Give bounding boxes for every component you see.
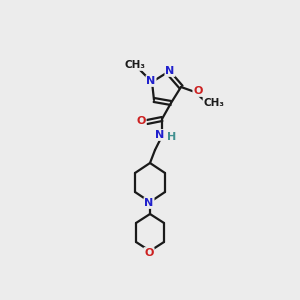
Text: CH₃: CH₃ [203, 98, 224, 108]
Text: N: N [165, 66, 175, 76]
Text: O: O [193, 86, 203, 96]
Text: H: H [167, 132, 177, 142]
Text: O: O [144, 248, 154, 258]
Text: N: N [155, 130, 165, 140]
Text: N: N [146, 76, 156, 86]
Text: CH₃: CH₃ [124, 60, 146, 70]
Text: O: O [136, 116, 146, 126]
Text: N: N [144, 198, 154, 208]
